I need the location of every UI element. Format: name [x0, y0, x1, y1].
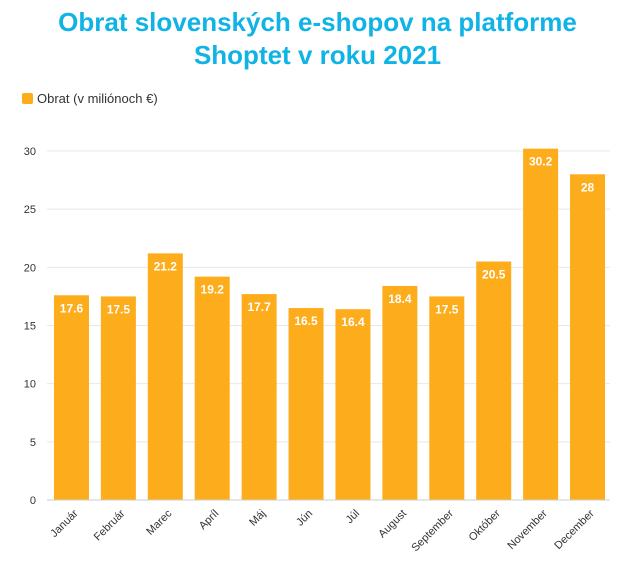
bar[interactable]: [288, 308, 324, 500]
bar[interactable]: [570, 174, 606, 500]
data-label: 17.5: [107, 302, 131, 316]
data-label: 21.2: [154, 259, 178, 273]
x-tick-label: September: [409, 507, 456, 554]
bar[interactable]: [476, 261, 512, 500]
x-tick-label: Február: [92, 507, 128, 543]
chart-legend[interactable]: Obrat (v miliónoch €): [22, 91, 158, 106]
bar[interactable]: [100, 296, 136, 500]
x-tick-label: Marec: [144, 507, 174, 537]
chart-title-line-1: Obrat slovenských e-shopov na platforme: [58, 7, 577, 37]
data-label: 16.5: [294, 314, 318, 328]
chart-title-line-2: Shoptet v roku 2021: [193, 40, 442, 70]
data-label: 30.2: [529, 155, 553, 169]
chart-title: Obrat slovenských e-shopov na platforme …: [0, 6, 635, 72]
x-tick-label: December: [552, 507, 597, 552]
x-tick-label: November: [505, 507, 550, 552]
bar[interactable]: [382, 285, 418, 500]
bar[interactable]: [53, 295, 89, 500]
data-label: 18.4: [388, 292, 412, 306]
bar[interactable]: [523, 148, 559, 500]
y-tick-label: 0: [30, 495, 36, 507]
x-tick-label: Máj: [247, 508, 268, 529]
data-label: 17.6: [60, 301, 84, 315]
data-label: 28: [581, 180, 595, 194]
y-tick-label: 10: [24, 379, 36, 391]
x-tick-label: Január: [48, 507, 81, 540]
y-tick-label: 15: [24, 321, 36, 333]
bar[interactable]: [194, 276, 230, 500]
x-tick-label: Október: [467, 507, 503, 543]
data-label: 17.5: [435, 302, 459, 316]
data-label: 17.7: [247, 300, 271, 314]
x-tick-label: Apríl: [197, 508, 221, 532]
data-label: 20.5: [482, 268, 506, 282]
legend-swatch: [22, 93, 33, 104]
x-tick-label: Júl: [344, 508, 362, 526]
y-tick-label: 5: [30, 437, 36, 449]
bar[interactable]: [147, 253, 183, 500]
bar[interactable]: [335, 309, 371, 500]
bar[interactable]: [429, 296, 465, 500]
bar[interactable]: [241, 294, 277, 500]
data-label: 16.4: [341, 315, 365, 329]
x-tick-label: August: [376, 508, 409, 541]
x-tick-label: Jún: [294, 508, 315, 529]
y-tick-label: 30: [24, 146, 36, 158]
y-tick-label: 20: [24, 262, 36, 274]
data-label: 19.2: [201, 283, 225, 297]
y-tick-label: 25: [24, 204, 36, 216]
legend-label: Obrat (v miliónoch €): [37, 91, 158, 106]
